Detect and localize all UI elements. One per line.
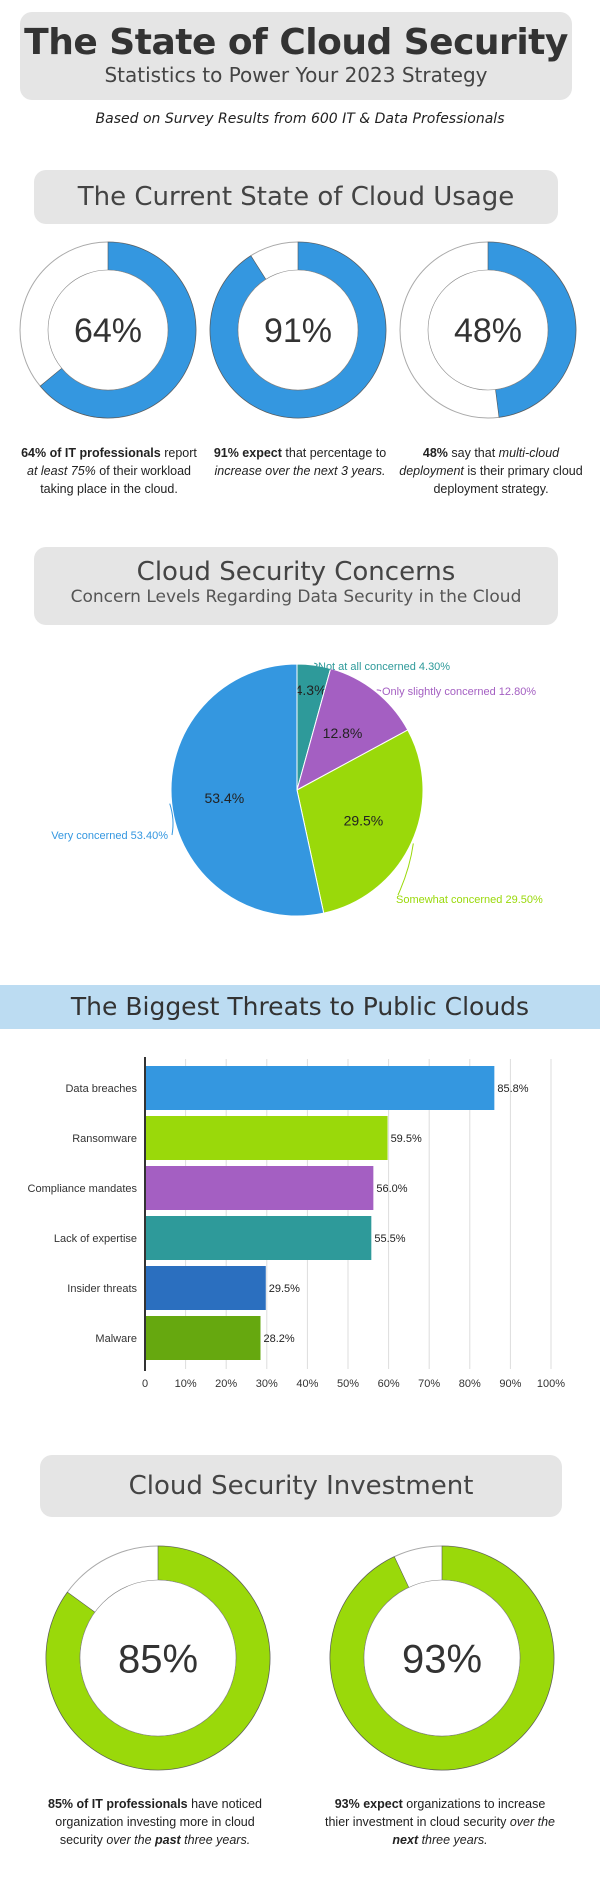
usage-donut-1-label: 91% [264, 312, 332, 350]
x-tick-label-1: 10% [175, 1378, 197, 1390]
bar-value-label-4: 29.5% [269, 1283, 300, 1295]
pie-callout-line-0 [314, 662, 318, 667]
bar-5 [146, 1316, 261, 1360]
invest-donut-0-hole [79, 1579, 237, 1737]
usage-donut-1-hole [237, 269, 359, 391]
bar-0 [146, 1066, 495, 1110]
pie-callout-line-2 [397, 843, 414, 896]
bar-category-label-5: Malware [95, 1333, 137, 1345]
investment-section-title: Cloud Security Investment [128, 1471, 474, 1501]
pie-callout-3: Very concerned 53.40% [51, 830, 168, 842]
concerns-section-subtitle: Concern Levels Regarding Data Security i… [70, 587, 522, 607]
threats-bar-chart: 0 10% 20% 30% 40% 50% 60% 70% 80% 90% 100% Data bre… [28, 1057, 565, 1390]
pie-slice-label-1: 12.8% [323, 725, 363, 741]
bar-2 [146, 1166, 374, 1210]
invest-donut-1-label: 93% [402, 1637, 482, 1681]
pie-slice-2 [296, 729, 424, 914]
bar-value-label-2: 56.0% [376, 1183, 407, 1195]
pie-callout-2: Somewhat concerned 29.50% [396, 894, 543, 906]
bar-value-label-3: 55.5% [374, 1233, 405, 1245]
page-title: The State of Cloud Security [24, 22, 568, 63]
usage-donut-2: 48% [399, 241, 577, 419]
invest-donut-1-hole [363, 1579, 521, 1737]
bar-category-label-2: Compliance mandates [28, 1183, 138, 1195]
investment-donuts: 85% 93% [45, 1545, 555, 1771]
bar-value-label-5: 28.2% [263, 1333, 294, 1345]
pie-slice-label-3: 53.4% [204, 790, 244, 806]
concern-pie-chart: 4.3% 12.8% 29.5% 53.4% Not at all concerned … [51, 661, 543, 917]
x-tick-label-0: 0 [142, 1378, 148, 1390]
pie-slice-1 [296, 667, 409, 791]
invest-donut-1: 93% [329, 1545, 555, 1771]
pie-callout-0: Not at all concerned 4.30% [318, 661, 450, 673]
header-box: The State of Cloud Security Statistics t… [20, 12, 572, 100]
usage-caption-0: 64% of IT professionals report at least … [21, 446, 197, 496]
usage-donut-0: 64% [19, 241, 197, 419]
usage-donut-1: 91% [209, 241, 387, 419]
x-tick-label-6: 60% [378, 1378, 400, 1390]
bar-3 [146, 1216, 372, 1260]
usage-donut-2-label: 48% [454, 312, 522, 350]
bar-category-label-4: Insider threats [67, 1283, 137, 1295]
usage-caption-1: 91% expect that percentage to increase o… [213, 446, 387, 478]
bar-value-label-1: 59.5% [391, 1133, 422, 1145]
investment-caption-0: 85% of IT professionals have noticed org… [48, 1797, 262, 1847]
x-tick-label-10: 100% [537, 1378, 565, 1390]
usage-section-header: The Current State of Cloud Usage [34, 170, 558, 224]
usage-donut-0-label: 64% [74, 312, 142, 350]
x-tick-label-3: 30% [256, 1378, 278, 1390]
bar-value-label-0: 85.8% [497, 1083, 528, 1095]
bar-1 [146, 1116, 388, 1160]
byline: Based on Survey Results from 600 IT & Da… [95, 111, 505, 127]
threats-section-title: The Biggest Threats to Public Clouds [70, 992, 530, 1021]
x-tick-label-8: 80% [459, 1378, 481, 1390]
concerns-section-header: Cloud Security Concerns Concern Levels R… [34, 547, 558, 625]
pie-callout-line-1 [376, 689, 382, 692]
page-subtitle: Statistics to Power Your 2023 Strategy [104, 63, 488, 87]
usage-caption-2: 48% say that multi-cloud deployment is t… [399, 446, 583, 496]
usage-donut-2-hole [427, 269, 549, 391]
x-tick-label-7: 70% [418, 1378, 440, 1390]
usage-donuts: 64% 91% 48% [19, 241, 577, 419]
pie-slice-label-0: 4.3% [295, 682, 327, 698]
invest-donut-0-label: 85% [118, 1637, 198, 1681]
concerns-section-title: Cloud Security Concerns [136, 557, 456, 587]
bar-4 [146, 1266, 266, 1310]
usage-donut-0-hole [47, 269, 169, 391]
x-tick-label-4: 40% [296, 1378, 318, 1390]
x-tick-label-5: 50% [337, 1378, 359, 1390]
x-tick-label-9: 90% [499, 1378, 521, 1390]
pie-slice-label-2: 29.5% [344, 812, 384, 828]
investment-caption-1: 93% expect organizations to increase thi… [325, 1797, 555, 1847]
bar-category-label-0: Data breaches [65, 1083, 137, 1095]
threats-section-header: The Biggest Threats to Public Clouds [0, 985, 600, 1029]
bar-category-label-1: Ransomware [72, 1133, 137, 1145]
x-tick-label-2: 20% [215, 1378, 237, 1390]
pie-callout-line-3 [169, 803, 174, 836]
usage-section-title: The Current State of Cloud Usage [77, 182, 515, 212]
pie-slice-3 [170, 663, 325, 917]
pie-callout-1: Only slightly concerned 12.80% [382, 686, 536, 698]
invest-donut-0: 85% [45, 1545, 271, 1771]
investment-section-header: Cloud Security Investment [40, 1455, 562, 1517]
bar-category-label-3: Lack of expertise [54, 1233, 137, 1245]
